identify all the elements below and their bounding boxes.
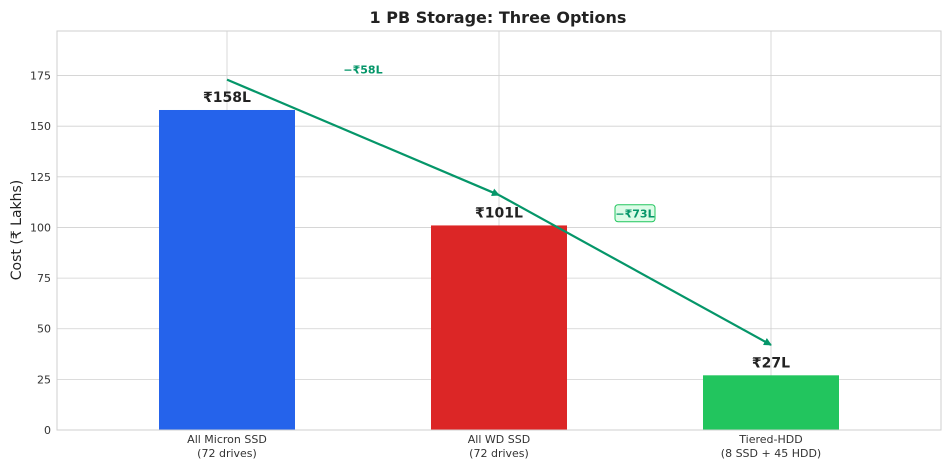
x-tick-label: All WD SSD: [468, 433, 530, 446]
savings-label: −₹73L: [615, 207, 654, 220]
y-tick-label: 75: [37, 272, 51, 285]
y-tick-label: 50: [37, 323, 51, 336]
bars: ₹158L ₹101L ₹27L: [159, 90, 839, 431]
y-tick-label: 175: [30, 70, 51, 83]
y-tick-label: 100: [30, 221, 51, 234]
y-tick-label: 150: [30, 120, 51, 133]
x-tick-label: Tiered-HDD: [738, 433, 802, 446]
bar: [159, 109, 295, 431]
savings-arrow: [498, 194, 772, 346]
bar-value-label: ₹101L: [475, 205, 523, 221]
savings-label: −₹58L: [343, 63, 382, 76]
plot-frame: [56, 30, 942, 431]
y-axis-label: Cost (₹ Lakhs): [9, 180, 25, 281]
savings-label-box: [614, 204, 656, 223]
y-tick-label: 125: [30, 171, 51, 184]
chart-title: 1 PB Storage: Three Options: [370, 8, 627, 27]
x-tick-label: (8 SSD + 45 HDD): [721, 447, 821, 460]
x-tick-label: (72 drives): [197, 447, 257, 460]
bar-value-label: ₹27L: [752, 355, 790, 371]
annotations: −₹58L −₹73L: [226, 63, 772, 346]
y-tick-label: 0: [44, 424, 51, 437]
plot-border: [56, 30, 942, 431]
x-tick-label: (72 drives): [469, 447, 529, 460]
savings-arrow: [226, 78, 500, 197]
bar: [703, 375, 839, 430]
bar-value-label: ₹158L: [203, 90, 251, 106]
x-tick-label: All Micron SSD: [187, 433, 267, 446]
y-tick-label: 25: [37, 373, 51, 386]
bar: [431, 225, 567, 430]
